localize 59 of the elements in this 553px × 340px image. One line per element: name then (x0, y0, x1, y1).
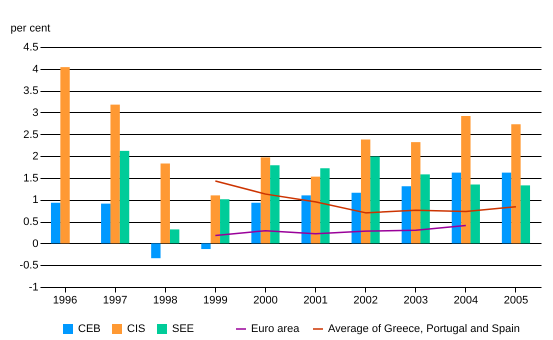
y-tick-label: -1 (28, 282, 38, 294)
line-series (214, 224, 467, 236)
bar (402, 186, 412, 244)
bar (411, 142, 420, 244)
bar (170, 229, 180, 244)
x-tick-label: 1999 (203, 294, 228, 306)
bar (511, 124, 521, 244)
bar (360, 140, 370, 244)
y-tick-label: 3.5 (23, 85, 38, 98)
bar (461, 116, 471, 244)
bar (310, 176, 320, 244)
x-tick-label: 2001 (303, 294, 328, 306)
bar (270, 165, 280, 244)
y-tick-label: 1 (32, 194, 38, 206)
legend-label: SEE (172, 323, 194, 335)
bar (452, 172, 462, 244)
bar (151, 243, 161, 258)
legend-label: Average of Greece, Portugal and Spain (328, 323, 520, 335)
x-tick-label: 2003 (404, 294, 428, 306)
bar (502, 172, 512, 244)
y-tick-label: 4.5 (23, 42, 38, 54)
y-tick-label: 4 (32, 63, 38, 76)
bar (201, 243, 211, 250)
legend-label: CIS (127, 323, 146, 335)
y-tick-label: 0 (32, 238, 38, 250)
y-tick-label: 2 (32, 150, 38, 163)
x-tick-label: 2002 (353, 294, 378, 306)
legend-label: CEB (78, 323, 101, 335)
y-axis-title: per cent (10, 22, 50, 34)
bar (520, 185, 530, 244)
x-tick-label: 2005 (504, 294, 528, 306)
x-tick-label: 1998 (153, 294, 178, 306)
bar (301, 195, 311, 244)
bar (120, 150, 130, 244)
x-tick-label: 1997 (102, 294, 128, 306)
bar (370, 156, 380, 244)
y-tick-label: 0.5 (23, 216, 38, 228)
bar (101, 204, 110, 244)
bar (251, 202, 261, 244)
y-tick-label: 3 (32, 106, 38, 119)
bar (210, 195, 220, 244)
bar (470, 184, 480, 244)
bar (352, 192, 361, 244)
legend-label: Euro area (251, 323, 300, 335)
x-tick-label: 2000 (253, 294, 278, 306)
bar (110, 104, 120, 244)
bar (320, 168, 330, 244)
bar (160, 164, 170, 244)
line-series (214, 180, 517, 214)
x-tick-label: 2004 (454, 294, 478, 306)
bar (60, 67, 70, 244)
y-tick-label: -0.5 (20, 260, 38, 272)
bar (260, 157, 270, 244)
x-tick-label: 1996 (52, 294, 78, 306)
bar (220, 199, 230, 244)
bar (420, 174, 430, 244)
y-tick-label: 2.5 (23, 128, 38, 141)
bar (50, 202, 60, 244)
y-tick-label: 1.5 (23, 172, 38, 184)
